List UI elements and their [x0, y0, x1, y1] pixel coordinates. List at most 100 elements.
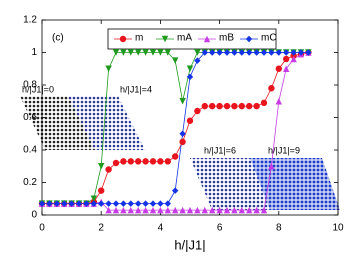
data-point: [231, 49, 238, 56]
data-point: [201, 49, 208, 56]
data-point: [105, 206, 112, 214]
data-point: [142, 158, 149, 165]
x-axis-label: h/|J1|: [174, 237, 205, 252]
data-point: [90, 200, 97, 207]
data-point: [238, 206, 245, 214]
data-point: [98, 200, 105, 207]
data-point: [157, 158, 164, 165]
data-point: [223, 102, 231, 110]
data-point: [253, 49, 260, 56]
data-point: [164, 200, 171, 207]
data-point: [98, 187, 105, 194]
data-point: [127, 200, 134, 207]
data-point: [223, 49, 231, 56]
data-point: [290, 52, 297, 59]
data-point: [120, 200, 127, 207]
data-point: [127, 206, 134, 214]
data-point: [186, 65, 194, 72]
data-point: [297, 49, 305, 56]
y-tick-label: 1: [31, 47, 37, 58]
lattice-image: [190, 158, 270, 210]
data-point: [253, 206, 260, 214]
data-point: [120, 158, 127, 165]
data-point: [142, 49, 149, 56]
data-point: [186, 206, 194, 214]
legend-box: [107, 28, 277, 50]
data-point: [98, 163, 105, 170]
data-point: [209, 102, 216, 110]
legend-label: mB: [219, 33, 234, 44]
data-point: [149, 200, 157, 207]
data-point: [157, 49, 164, 56]
data-point: [260, 49, 268, 56]
y-tick-label: 0.6: [23, 112, 37, 123]
data-point: [157, 206, 164, 214]
y-tick-label: 0: [31, 210, 37, 221]
annotation: h/|J1|=4: [120, 84, 152, 94]
data-point: [194, 206, 201, 214]
legend-marker: [161, 35, 169, 43]
x-tick-label: 2: [98, 223, 104, 234]
lattice-image: [68, 96, 145, 150]
data-point: [135, 158, 142, 165]
data-point: [231, 102, 238, 110]
data-point: [112, 206, 120, 214]
data-point: [164, 49, 171, 56]
panel-label: (c): [52, 33, 64, 44]
data-point: [268, 49, 275, 56]
data-point: [120, 49, 127, 56]
data-point: [268, 163, 275, 170]
data-point: [149, 158, 157, 165]
data-point: [179, 206, 186, 214]
data-point: [283, 49, 290, 56]
data-point: [275, 98, 282, 105]
data-point: [135, 200, 142, 207]
data-point: [46, 200, 53, 207]
data-point: [290, 49, 297, 56]
data-point: [260, 99, 268, 107]
x-tick-label: 4: [158, 223, 164, 234]
data-point: [201, 206, 208, 214]
data-point: [201, 102, 208, 110]
y-tick-label: 0.2: [23, 177, 37, 188]
data-point: [268, 85, 275, 92]
data-point: [216, 49, 223, 56]
data-point: [238, 102, 245, 110]
data-point: [149, 206, 157, 214]
data-point: [149, 49, 157, 56]
x-tick-label: 6: [217, 223, 223, 234]
data-point: [120, 206, 127, 214]
data-point: [231, 206, 238, 214]
data-point: [186, 117, 194, 124]
data-point: [127, 158, 134, 165]
y-tick-label: 0.8: [23, 80, 37, 91]
data-point: [83, 200, 90, 207]
data-point: [68, 200, 75, 207]
data-point: [179, 98, 186, 105]
legend-marker: [119, 35, 127, 43]
data-point: [179, 138, 186, 146]
y-tick-label: 0.4: [23, 145, 37, 156]
annotation: h/|J1|=9: [268, 145, 300, 155]
x-tick-label: 10: [332, 223, 344, 234]
legend-label: mC: [261, 33, 277, 44]
data-point: [172, 206, 179, 214]
data-point: [260, 206, 268, 214]
data-point: [112, 49, 120, 56]
data-point: [216, 102, 223, 110]
x-tick-label: 8: [276, 223, 282, 234]
data-point: [238, 49, 245, 56]
data-point: [142, 200, 149, 207]
data-point: [164, 158, 171, 165]
data-point: [216, 206, 223, 214]
data-point: [194, 57, 201, 64]
y-tick-label: 1.2: [23, 15, 37, 26]
data-point: [135, 49, 142, 56]
data-point: [61, 200, 68, 207]
data-point: [290, 55, 297, 63]
data-point: [105, 200, 112, 207]
lattice-image: [250, 158, 340, 210]
data-point: [283, 55, 290, 63]
legend-marker: [245, 35, 253, 43]
data-point: [172, 187, 179, 194]
